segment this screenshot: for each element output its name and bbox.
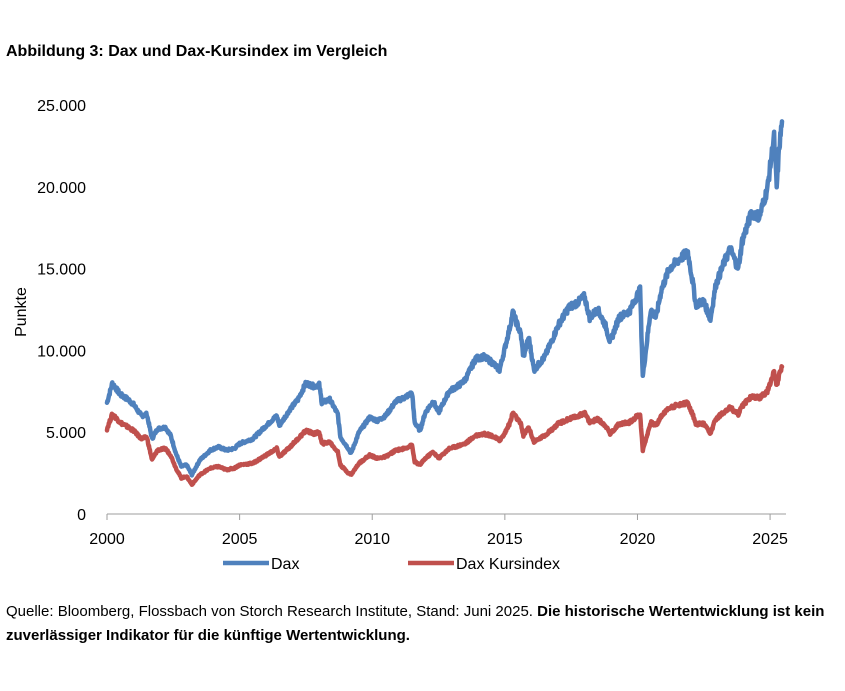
y-tick-label: 20.000 [37,180,86,197]
y-tick-label: 0 [77,507,86,524]
source-note: Quelle: Bloomberg, Flossbach von Storch … [6,600,841,648]
legend: Dax Dax Kursindex [223,556,560,573]
x-tick-label: 2025 [752,531,788,548]
source-text: Quelle: Bloomberg, Flossbach von Storch … [6,603,538,620]
x-tick-label: 2000 [89,531,125,548]
series-line-dax-kursindex [104,364,785,488]
chart-title: Abbildung 3: Dax und Dax-Kursindex im Ve… [6,43,388,60]
y-axis-label: Punkte [13,287,30,337]
y-tick-label: 15.000 [37,262,86,279]
series-lines [104,119,785,488]
y-axis-ticks: 0 5.000 10.000 15.000 20.000 25.000 [37,98,86,524]
x-tick-label: 2015 [487,531,523,548]
y-tick-label: 25.000 [37,98,86,115]
disclaimer-text: Die historische Wertentwicklung ist kein… [6,603,825,644]
legend-label-dax: Dax [271,556,299,573]
legend-label-dax-kursindex: Dax Kursindex [456,556,560,573]
x-tick-label: 2020 [620,531,656,548]
x-tick-label: 2005 [222,531,258,548]
y-tick-label: 10.000 [37,343,86,360]
y-tick-label: 5.000 [46,425,86,442]
series-line-dax [104,119,785,478]
x-tick-label: 2010 [354,531,390,548]
x-axis-ticks: 2000 2005 2010 2015 2020 2025 [89,514,788,548]
